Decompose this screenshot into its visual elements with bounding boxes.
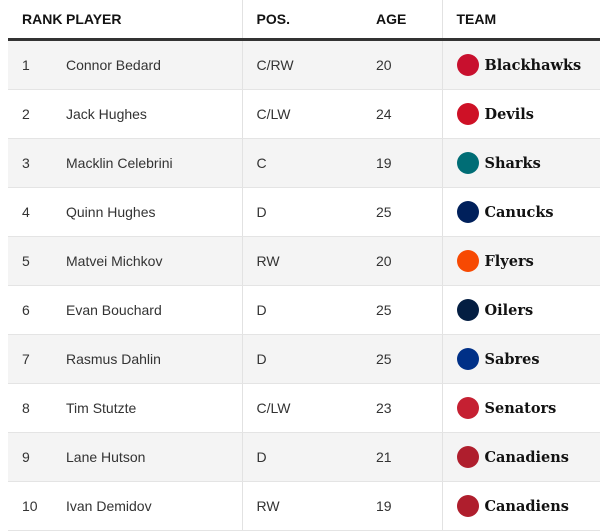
age-cell: 20 xyxy=(362,236,442,286)
age-cell: 25 xyxy=(362,285,442,335)
team-name: Sabres xyxy=(484,350,540,368)
table-row: 3 Macklin Celebrini C 19 Sharks xyxy=(8,138,600,188)
blackhawks-logo-icon xyxy=(456,54,479,76)
age-cell: 19 xyxy=(362,138,442,188)
rank-cell: 1 xyxy=(8,39,66,90)
age-cell: 19 xyxy=(362,481,442,531)
table-row: 10 Ivan Demidov RW 19 Canadiens xyxy=(8,481,600,531)
player-cell: Lane Hutson xyxy=(66,432,242,482)
header-row: RANK PLAYER POS. AGE TEAM xyxy=(8,0,600,41)
rank-cell: 4 xyxy=(8,187,66,237)
rank-cell: 7 xyxy=(8,334,66,384)
team-name: Canadiens xyxy=(484,448,569,466)
team-cell: Canadiens xyxy=(441,481,600,531)
player-cell: Jack Hughes xyxy=(66,89,242,139)
team-cell: Senators xyxy=(441,383,600,433)
rankings-table: RANK PLAYER POS. AGE TEAM 1 Connor Bedar… xyxy=(8,0,600,531)
table-row: 2 Jack Hughes C/LW 24 Devils xyxy=(8,89,600,139)
header-rank[interactable]: RANK xyxy=(8,0,66,41)
player-cell: Evan Bouchard xyxy=(66,285,242,335)
pos-cell: D xyxy=(241,432,362,482)
pos-cell: D xyxy=(241,187,362,237)
sharks-logo-icon xyxy=(456,152,479,174)
rank-cell: 2 xyxy=(8,89,66,139)
canucks-logo-icon xyxy=(456,201,479,223)
flyers-logo-icon xyxy=(456,250,479,272)
table-row: 7 Rasmus Dahlin D 25 Sabres xyxy=(8,334,600,384)
team-cell: Sharks xyxy=(441,138,600,188)
table-row: 8 Tim Stutzte C/LW 23 Senators xyxy=(8,383,600,433)
player-cell: Ivan Demidov xyxy=(66,481,242,531)
senators-logo-icon xyxy=(456,397,479,419)
age-cell: 25 xyxy=(362,187,442,237)
team-name: Sharks xyxy=(484,154,541,172)
team-name: Flyers xyxy=(484,252,534,270)
team-name: Canadiens xyxy=(484,497,569,515)
rank-cell: 3 xyxy=(8,138,66,188)
devils-logo-icon xyxy=(456,103,479,125)
oilers-logo-icon xyxy=(456,299,479,321)
team-cell: Canucks xyxy=(441,187,600,237)
age-cell: 20 xyxy=(362,39,442,90)
rank-cell: 8 xyxy=(8,383,66,433)
header-player[interactable]: PLAYER xyxy=(66,0,242,41)
pos-cell: C/LW xyxy=(241,89,362,139)
team-name: Devils xyxy=(484,105,534,123)
player-cell: Connor Bedard xyxy=(66,39,242,90)
header-age[interactable]: AGE xyxy=(362,0,442,41)
pos-cell: C xyxy=(241,138,362,188)
team-cell: Canadiens xyxy=(441,432,600,482)
age-cell: 21 xyxy=(362,432,442,482)
player-cell: Matvei Michkov xyxy=(66,236,242,286)
canadiens-logo-icon xyxy=(456,495,479,517)
age-cell: 23 xyxy=(362,383,442,433)
pos-cell: D xyxy=(241,334,362,384)
pos-cell: RW xyxy=(241,236,362,286)
rank-cell: 10 xyxy=(8,481,66,531)
team-cell: Flyers xyxy=(441,236,600,286)
player-cell: Tim Stutzte xyxy=(66,383,242,433)
rank-cell: 9 xyxy=(8,432,66,482)
header-team[interactable]: TEAM xyxy=(441,0,600,41)
table-row: 1 Connor Bedard C/RW 20 Blackhawks xyxy=(8,39,600,90)
sabres-logo-icon xyxy=(456,348,479,370)
age-cell: 24 xyxy=(362,89,442,139)
header-pos[interactable]: POS. xyxy=(241,0,362,41)
pos-cell: D xyxy=(241,285,362,335)
team-cell: Sabres xyxy=(441,334,600,384)
pos-cell: RW xyxy=(241,481,362,531)
team-cell: Blackhawks xyxy=(441,39,600,90)
team-cell: Oilers xyxy=(441,285,600,335)
pos-cell: C/RW xyxy=(241,39,362,90)
player-cell: Quinn Hughes xyxy=(66,187,242,237)
player-cell: Rasmus Dahlin xyxy=(66,334,242,384)
team-name: Canucks xyxy=(484,203,554,221)
rank-cell: 6 xyxy=(8,285,66,335)
canadiens-logo-icon xyxy=(456,446,479,468)
table-row: 6 Evan Bouchard D 25 Oilers xyxy=(8,285,600,335)
team-cell: Devils xyxy=(441,89,600,139)
team-name: Oilers xyxy=(484,301,534,319)
rank-cell: 5 xyxy=(8,236,66,286)
pos-cell: C/LW xyxy=(241,383,362,433)
player-cell: Macklin Celebrini xyxy=(66,138,242,188)
table-row: 5 Matvei Michkov RW 20 Flyers xyxy=(8,236,600,286)
team-name: Senators xyxy=(484,399,557,417)
team-name: Blackhawks xyxy=(484,56,582,74)
table-row: 4 Quinn Hughes D 25 Canucks xyxy=(8,187,600,237)
age-cell: 25 xyxy=(362,334,442,384)
table-row: 9 Lane Hutson D 21 Canadiens xyxy=(8,432,600,482)
